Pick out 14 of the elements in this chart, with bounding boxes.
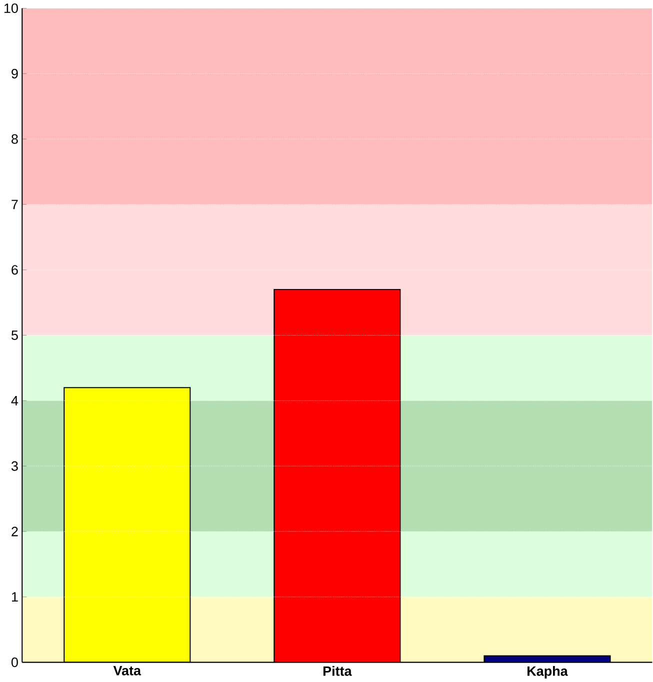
x-tick-label: Vata	[113, 666, 142, 676]
y-tick-label: 4	[11, 396, 18, 406]
x-tick-label: Kapha	[528, 666, 568, 679]
y-tick-label: 0	[12, 658, 18, 668]
y-tick-label: 2	[12, 526, 18, 536]
y-tick-label: 6	[12, 265, 18, 275]
x-tick-label: Pitta	[324, 666, 352, 676]
y-tick-label: 1	[12, 592, 18, 602]
y-tick-label: 9	[12, 68, 18, 78]
y-tick-label: 8	[12, 134, 18, 144]
y-tick-label: 5	[12, 330, 18, 340]
y-tick-label: 10	[4, 3, 18, 14]
y-tick-label: 3	[12, 461, 18, 471]
y-tick-label: 7	[12, 200, 18, 210]
